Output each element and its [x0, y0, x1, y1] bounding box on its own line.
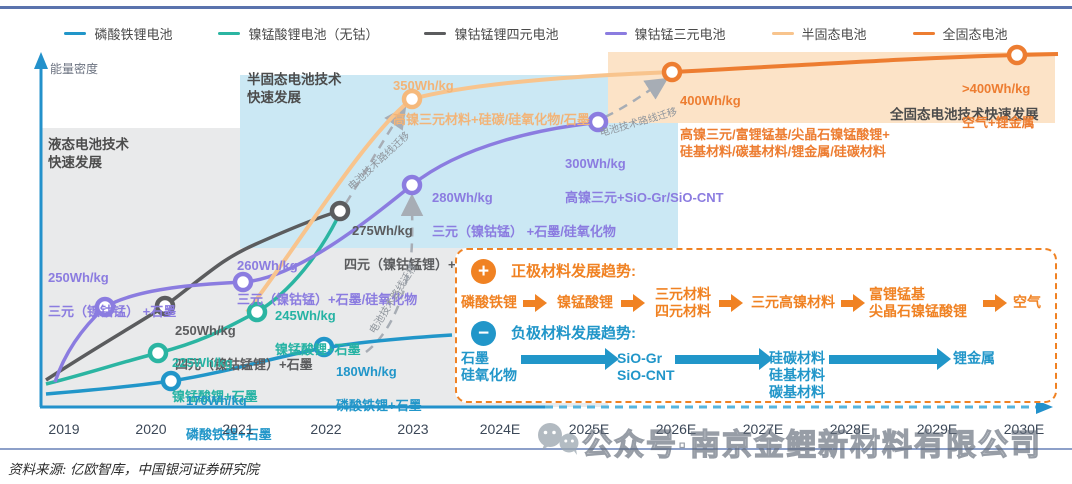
x-tick-2025e: 2025E [568, 421, 610, 437]
arrow-right-icon [621, 294, 645, 312]
arrow-right-icon [841, 294, 865, 312]
cathode-step-1: 磷酸铁锂 [461, 294, 517, 310]
point-label-350-semisolid: 350Wh/kg 高镍三元材料+硅碳/硅氧化物/石墨 [393, 77, 590, 127]
legend-item-semisolid: 半固态电池 [771, 24, 867, 43]
legend-item-solidstate: 全固态电池 [912, 24, 1008, 43]
x-tick-2021: 2021 [222, 421, 254, 437]
arrow-right-icon [521, 348, 619, 370]
legend-label: 全固态电池 [942, 27, 1008, 42]
cathode-step-3: 三元材料 四元材料 [655, 286, 711, 319]
plus-icon: + [471, 259, 496, 284]
bottom-divider [0, 448, 1072, 450]
anode-step-2: SiO-Gr SiO-CNT [617, 350, 675, 383]
chart-legend: 磷酸铁锂电池 镍锰酸锂电池（无钴） 镍钴锰锂四元电池 镍钴锰三元电池 半固态电池… [0, 24, 1072, 43]
x-tick-2023: 2023 [397, 421, 429, 437]
material-trend-box: + 正极材料发展趋势: 磷酸铁锂 镍锰酸锂 三元材料 四元材料 三元高镍材料 富… [455, 248, 1057, 403]
legend-label: 半固态电池 [801, 27, 867, 42]
cathode-trend-title: 正极材料发展趋势: [511, 263, 636, 280]
line-swatch-lnmo [218, 32, 241, 35]
legend-item-quaternary: 镍钴锰锂四元电池 [424, 24, 559, 43]
wechat-icon [538, 423, 579, 455]
point-label-250-ternary: 250Wh/kg 三元（镍钴锰） +石墨 [48, 269, 177, 319]
x-tick-2026e: 2026E [655, 421, 697, 437]
cathode-step-4: 三元高镍材料 [751, 294, 835, 310]
line-swatch-semisolid [771, 32, 794, 35]
source-note: 资料来源: 亿欧智库，中国银河证券研究院 [8, 462, 259, 477]
legend-item-lnmo: 镍锰酸锂电池（无钴） [218, 24, 378, 43]
line-swatch-ternary [604, 32, 627, 35]
anode-step-4: 锂金属 [953, 350, 995, 366]
watermark-text: 公众号·南京金鲤新材料有限公司 [581, 428, 1042, 462]
point-label-400plus-solidstate: >400Wh/kg 空气+锂金属 [962, 80, 1035, 130]
legend-label: 磷酸铁锂电池 [94, 27, 173, 42]
cathode-step-6: 空气 [1013, 294, 1041, 310]
anode-trend-title: 负极材料发展趋势: [511, 325, 636, 342]
line-swatch-quaternary [424, 32, 447, 35]
x-tick-2020: 2020 [135, 421, 167, 437]
x-tick-2024e: 2024E [479, 421, 521, 437]
top-divider [0, 6, 1072, 9]
x-tick-2022: 2022 [310, 421, 342, 437]
x-tick-2019: 2019 [48, 421, 80, 437]
arrow-right-icon [523, 294, 547, 312]
y-axis-label: 能量密度 [50, 62, 99, 76]
point-label-180-lfp: 180Wh/kg 磷酸铁锂+石墨 [336, 363, 422, 413]
legend-label: 镍钴锰锂四元电池 [454, 27, 559, 42]
anode-step-3: 硅碳材料 硅基材料 碳基材料 [769, 350, 825, 400]
arrow-right-icon [719, 294, 743, 312]
anode-step-1: 石墨 硅氧化物 [461, 350, 517, 383]
x-tick-2029e: 2029E [916, 421, 958, 437]
x-tick-2027e: 2027E [742, 421, 784, 437]
cathode-step-5: 富锂锰基 尖晶石镍锰酸锂 [869, 286, 967, 319]
arrow-right-icon [675, 348, 773, 370]
x-tick-2028e: 2028E [829, 421, 871, 437]
legend-label: 镍锰酸锂电池（无钴） [248, 27, 379, 42]
minus-icon: − [471, 321, 496, 346]
arrow-right-icon [829, 348, 951, 370]
arrow-right-icon [983, 294, 1007, 312]
region-label-liquid: 液态电池技术 快速发展 [48, 137, 129, 171]
region-label-semisolid: 半固态电池技术 快速发展 [247, 72, 342, 106]
legend-item-ternary: 镍钴锰三元电池 [604, 24, 726, 43]
cathode-step-2: 镍锰酸锂 [557, 294, 613, 310]
line-swatch-solidstate [912, 32, 935, 35]
line-swatch-lfp [64, 32, 87, 35]
x-tick-2030e: 2030E [1003, 421, 1045, 437]
point-label-400-solidstate: 400Wh/kg 高镍三元/富锂锰基/尖晶石镍锰酸锂+ 硅基材料/碳基材料/锂金… [680, 92, 890, 159]
legend-label: 镍钴锰三元电池 [634, 27, 726, 42]
legend-item-lfp: 磷酸铁锂电池 [64, 24, 172, 43]
region-label-solidstate: 全固态电池技术快速发展 [890, 107, 1039, 122]
point-label-170-lfp: 170Wh/kg 磷酸铁锂+石墨 [186, 392, 272, 442]
